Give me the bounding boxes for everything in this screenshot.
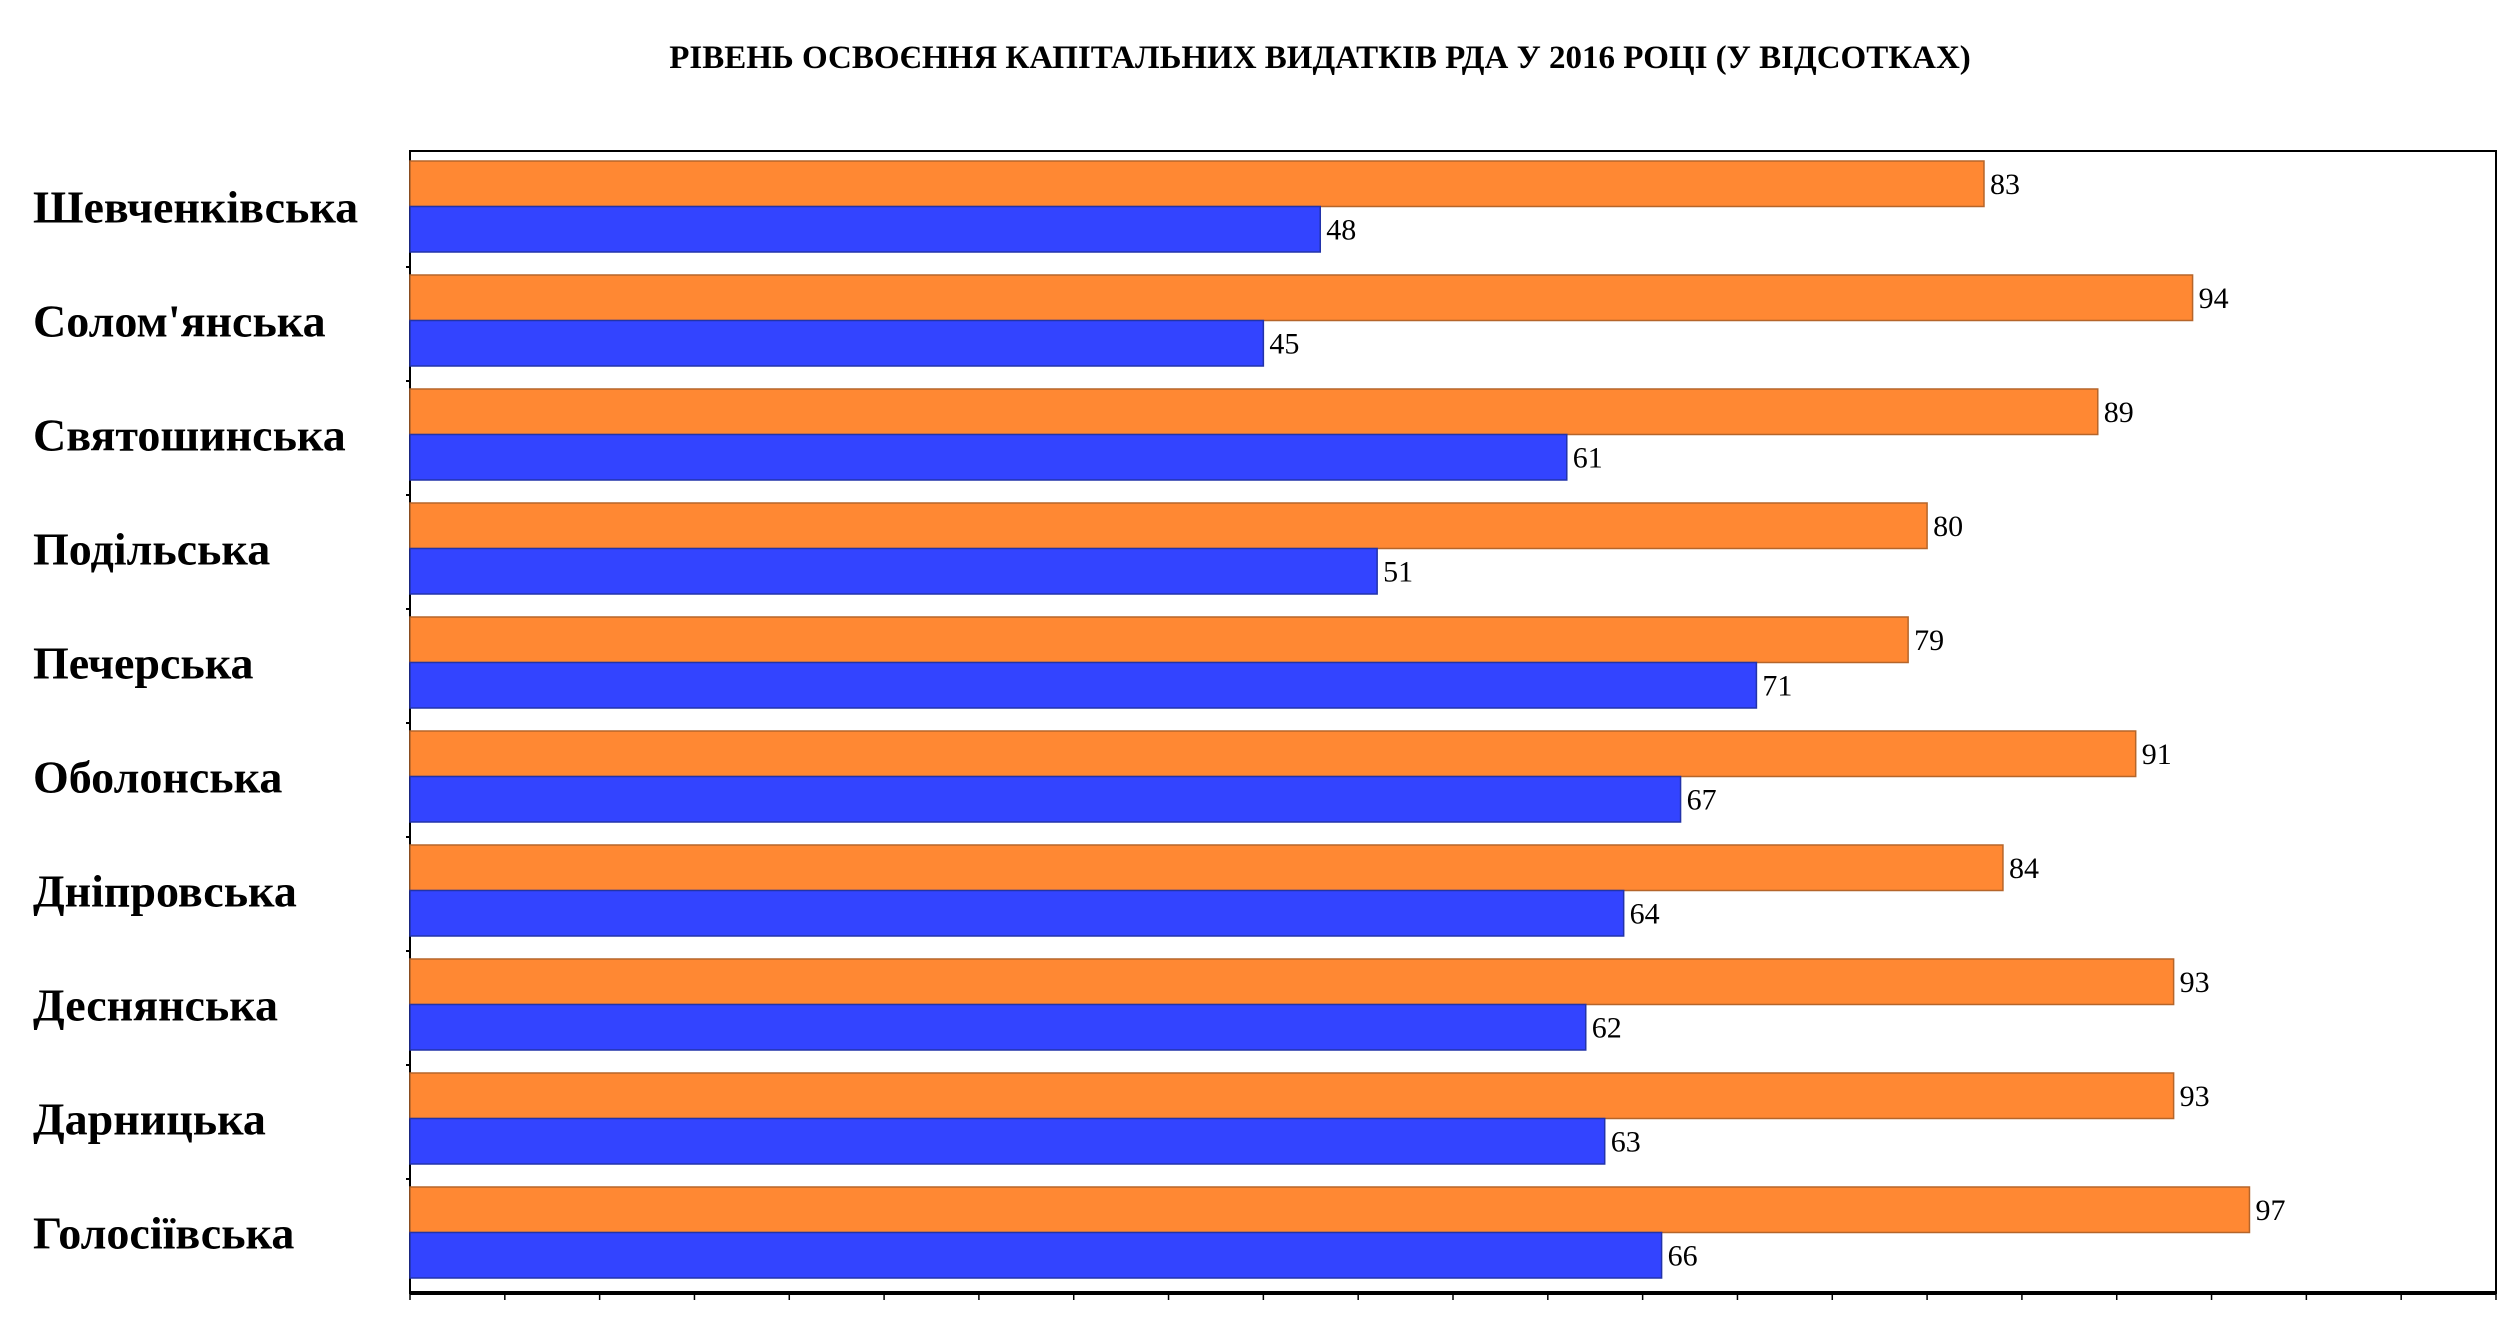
data-label: 67 (1687, 783, 1717, 816)
data-label: 63 (1611, 1125, 1641, 1158)
data-label: 80 (1933, 510, 1963, 543)
bar-series-orange (409, 616, 1909, 664)
data-label: 91 (2142, 738, 2172, 771)
bar-series-blue (409, 1231, 1663, 1279)
category-label: Дарницька (33, 1094, 266, 1145)
category-label: Подільська (33, 524, 270, 575)
data-label: 93 (2180, 966, 2210, 999)
bar-series-blue (409, 547, 1378, 595)
chart-title: РІВЕНЬ ОСВОЄННЯ КАПІТАЛЬНИХ ВИДАТКІВ РДА… (669, 40, 1971, 76)
data-label: 97 (2255, 1194, 2285, 1227)
bar-series-blue (409, 889, 1625, 937)
data-label: 66 (1668, 1239, 1698, 1272)
data-label: 51 (1383, 555, 1413, 588)
bar-series-orange (409, 730, 2137, 778)
data-label: 62 (1592, 1011, 1622, 1044)
bar-series-blue (409, 661, 1758, 709)
category-label: Дніпровська (33, 866, 297, 917)
data-label: 45 (1269, 327, 1299, 360)
category-label: Печерська (33, 638, 254, 689)
bar-series-orange (409, 274, 2194, 322)
data-label: 71 (1762, 669, 1792, 702)
bar-series-orange (409, 160, 1985, 208)
bar-series-orange (409, 844, 2004, 892)
bar-series-blue (409, 1003, 1587, 1051)
bar-series-blue (409, 319, 1265, 367)
bar-series-orange (409, 958, 2175, 1006)
category-label: Голосіївська (33, 1208, 294, 1259)
data-label: 93 (2180, 1080, 2210, 1113)
data-label: 83 (1990, 168, 2020, 201)
category-label: Солом'янська (33, 296, 326, 347)
category-label: Шевченківська (33, 182, 358, 233)
bar-series-orange (409, 1072, 2175, 1120)
data-label: 48 (1326, 213, 1356, 246)
category-label: Деснянська (33, 980, 278, 1031)
bar-series-orange (409, 502, 1928, 550)
bar-series-blue (409, 1117, 1606, 1165)
bar-series-orange (409, 1186, 2251, 1234)
data-label: 84 (2009, 852, 2039, 885)
data-label: 94 (2199, 282, 2229, 315)
category-label: Святошинська (33, 410, 346, 461)
data-label: 89 (2104, 396, 2134, 429)
data-label: 79 (1914, 624, 1944, 657)
bar-series-blue (409, 433, 1568, 481)
bar-series-orange (409, 388, 2099, 436)
category-label: Оболонська (33, 752, 282, 803)
bar-series-blue (409, 775, 1682, 823)
data-label: 64 (1630, 897, 1660, 930)
bar-series-blue (409, 205, 1322, 253)
data-label: 61 (1573, 441, 1603, 474)
